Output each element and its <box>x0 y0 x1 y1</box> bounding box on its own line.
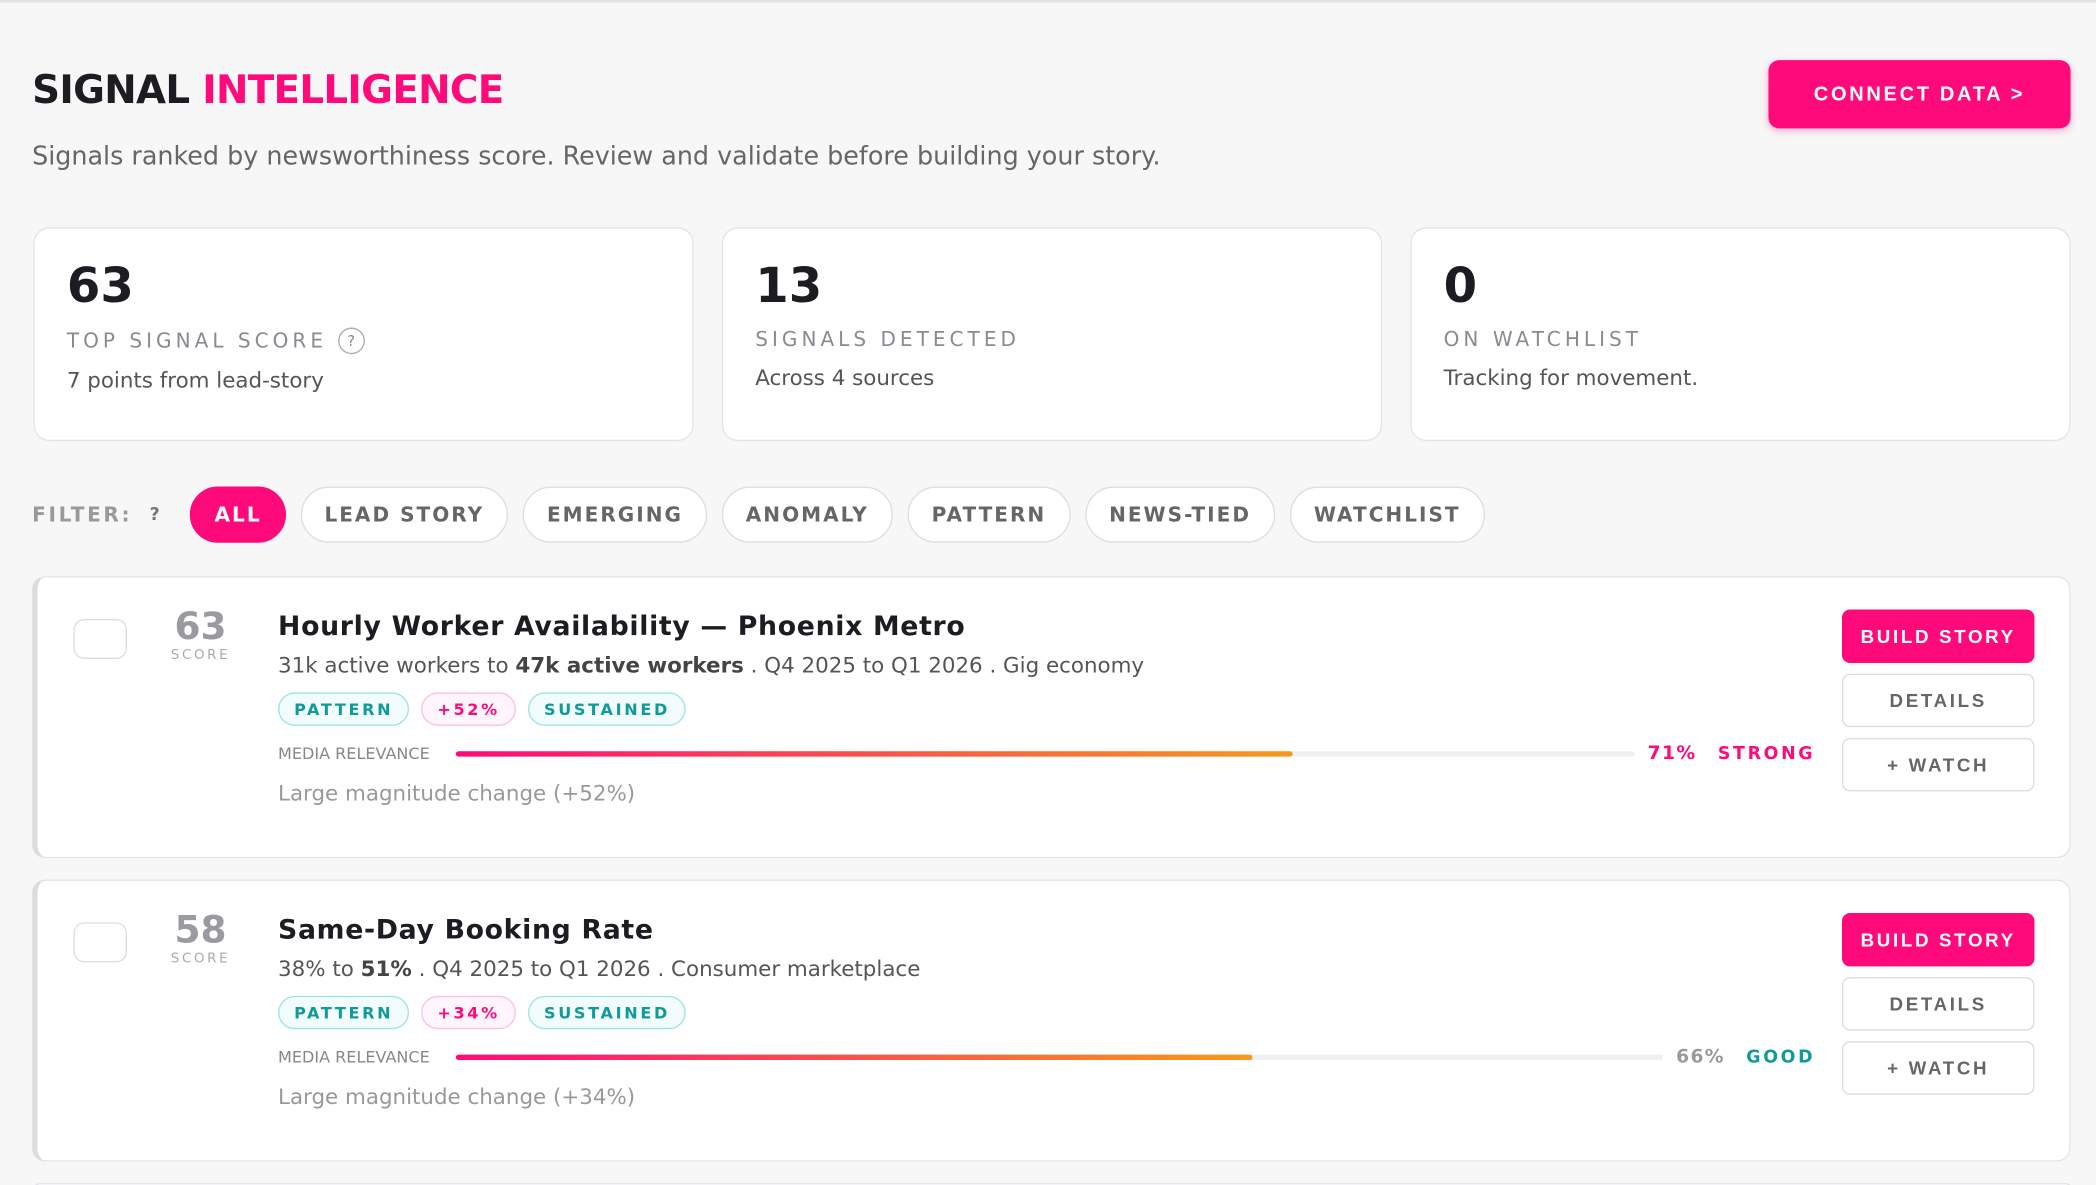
signal-title: Same-Day Booking Rate <box>278 912 654 946</box>
action-button[interactable]: BUILD STORY <box>1841 912 2035 967</box>
relevance-track <box>455 1054 1663 1061</box>
actions: BUILD STORY DETAILS + WATCH <box>1841 912 2035 1095</box>
page-title: SIGNAL INTELLIGENCE <box>32 66 504 113</box>
relevance-pct: 66% <box>1676 1046 1725 1069</box>
score: 63 SCORE <box>160 604 240 663</box>
filter-chip[interactable]: ANOMALY <box>721 486 893 543</box>
relevance-pct: 71% <box>1647 743 1697 765</box>
filter-chip[interactable]: NEWS-TIED <box>1085 486 1276 543</box>
from: 38% <box>278 955 326 982</box>
filter-label: FILTER: <box>32 502 133 527</box>
target: 47k active workers <box>515 652 744 678</box>
score-label: SCORE <box>170 648 231 664</box>
title-b: INTELLIGENCE <box>202 66 504 113</box>
reason: Large magnitude change (+52%) <box>278 780 636 807</box>
signal-card: 58 SCORE Same-Day Booking Rate 38% to 51% .… <box>32 879 2071 1162</box>
filter-help[interactable]: ? <box>149 504 160 525</box>
stat-card: 63 TOP SIGNAL SCORE? 7 points from lead-st… <box>33 227 694 442</box>
filter-chip[interactable]: PATTERN <box>907 486 1071 543</box>
to: to <box>487 652 509 678</box>
filter-chip[interactable]: EMERGING <box>522 486 708 543</box>
action-button[interactable]: + WATCH <box>1841 737 2035 792</box>
stat-value: 0 <box>1443 259 1478 315</box>
rest: . Q4 2025 to Q1 2026 . Consumer marketpl… <box>418 955 921 982</box>
tag: PATTERN <box>278 692 410 726</box>
stat-card: 0 ON WATCHLIST Tracking for movement. <box>1410 227 2071 442</box>
reason: Large magnitude change (+34%) <box>278 1084 636 1110</box>
tags: PATTERN +34% SUSTAINED <box>278 995 1815 1030</box>
stat-sub: 7 points from lead-story <box>66 367 324 393</box>
relevance-track <box>455 751 1635 757</box>
tag: +34% <box>421 995 516 1030</box>
stat-value: 63 <box>66 259 134 315</box>
relevance: MEDIA RELEVANCE 66% GOOD <box>278 1044 1815 1071</box>
stat-label-text: SIGNALS DETECTED <box>755 327 1020 352</box>
signal-title: Hourly Worker Availability — Phoenix Met… <box>278 609 966 642</box>
tag: PATTERN <box>278 995 410 1030</box>
stat-label-text: ON WATCHLIST <box>1443 327 1643 352</box>
stat-label-text: TOP SIGNAL SCORE <box>66 328 328 353</box>
tags: PATTERN +52% SUSTAINED <box>278 692 1815 726</box>
filter-chip[interactable]: LEAD STORY <box>300 486 509 543</box>
strength: GOOD <box>1746 1047 1816 1068</box>
signal-desc: 31k active workers to 47k active workers… <box>278 652 1815 677</box>
relevance-label: MEDIA RELEVANCE <box>278 1047 430 1067</box>
action-button[interactable]: DETAILS <box>1841 673 2035 728</box>
filter-bar: FILTER: ? ALL LEAD STORY EMERGING ANOMALY PA… <box>32 486 1485 543</box>
stat-value: 13 <box>755 259 823 315</box>
help-icon[interactable]: ? <box>337 327 365 355</box>
stat-label: TOP SIGNAL SCORE? <box>66 327 660 355</box>
title-a: SIGNAL <box>32 66 190 113</box>
signal-list: 63 SCORE Hourly Worker Availability — Phoe… <box>32 576 2071 1183</box>
stat-card: 13 SIGNALS DETECTED Across 4 sources <box>721 227 1383 442</box>
connect-button[interactable]: CONNECT DATA > <box>1768 60 2071 129</box>
score: 58 SCORE <box>160 908 240 967</box>
checkbox[interactable] <box>73 618 127 659</box>
signal-desc: 38% to 51% . Q4 2025 to Q1 2026 . Consum… <box>278 956 1815 981</box>
stats: 63 TOP SIGNAL SCORE? 7 points from lead-st… <box>33 227 2071 442</box>
score-value: 58 <box>174 907 227 952</box>
signal-card: 63 SCORE Hourly Worker Availability — Phoe… <box>32 576 2071 859</box>
filter-chip[interactable]: WATCHLIST <box>1289 486 1485 543</box>
to: to <box>332 955 354 982</box>
filter-chip[interactable]: ALL <box>190 486 286 543</box>
stat-sub: Tracking for movement. <box>1443 364 1699 391</box>
tag: SUSTAINED <box>527 995 687 1030</box>
actions: BUILD STORY DETAILS + WATCH <box>1841 609 2035 792</box>
target: 51% <box>360 955 412 982</box>
action-button[interactable]: DETAILS <box>1841 977 2035 1031</box>
relevance-label: MEDIA RELEVANCE <box>278 744 430 764</box>
strength: STRONG <box>1717 743 1816 764</box>
tag: +52% <box>421 692 516 726</box>
relevance: MEDIA RELEVANCE 71% STRONG <box>278 741 1815 768</box>
rest: . Q4 2025 to Q1 2026 . Gig economy <box>750 652 1145 678</box>
stat-sub: Across 4 sources <box>755 364 935 391</box>
from: 31k active workers <box>278 652 481 678</box>
stat-label: SIGNALS DETECTED <box>755 327 1348 351</box>
signal-body: Same-Day Booking Rate 38% to 51% . Q4 202… <box>278 913 1815 1109</box>
action-button[interactable]: BUILD STORY <box>1841 609 2035 664</box>
subtitle: Signals ranked by newsworthiness score. … <box>32 141 1161 172</box>
signal-body: Hourly Worker Availability — Phoenix Met… <box>278 610 1815 806</box>
relevance-bar <box>455 1054 1253 1061</box>
relevance-bar <box>455 751 1293 757</box>
stat-label: ON WATCHLIST <box>1444 327 2037 351</box>
tag: SUSTAINED <box>527 692 687 726</box>
score-value: 63 <box>174 604 227 649</box>
action-button[interactable]: + WATCH <box>1841 1041 2035 1095</box>
score-label: SCORE <box>170 951 231 967</box>
checkbox[interactable] <box>73 922 127 963</box>
